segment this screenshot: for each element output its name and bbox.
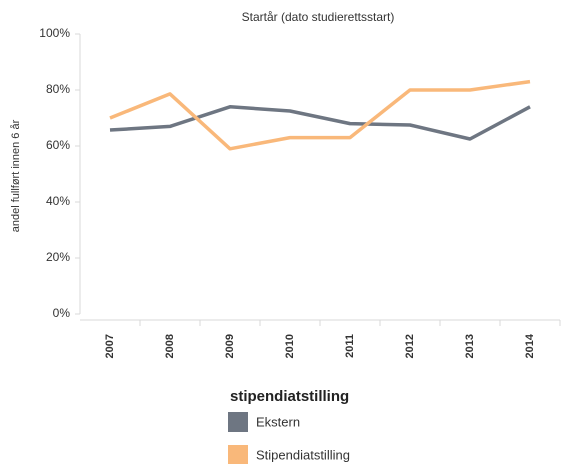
x-axis-title: Startår (dato studierettsstart) — [242, 10, 395, 24]
x-tick-label: 2011 — [344, 334, 356, 358]
legend-label: Stipendiatstilling — [256, 447, 350, 462]
legend-label: Ekstern — [256, 414, 300, 429]
x-tick-label: 2009 — [224, 334, 236, 358]
series-line — [109, 105, 531, 141]
x-tick-label: 2013 — [464, 334, 476, 358]
x-tick-label: 2012 — [404, 334, 416, 358]
y-tick-label: 40% — [46, 194, 70, 208]
y-tick-label: 100% — [39, 26, 70, 40]
y-tick-label: 0% — [53, 306, 71, 320]
legend-swatch — [228, 412, 248, 432]
legend-swatch — [228, 445, 248, 464]
x-tick-label: 2008 — [164, 334, 176, 358]
y-axis-title: andel fullført innen 6 år — [10, 119, 22, 232]
x-tick-label: 2014 — [524, 333, 536, 358]
series-line — [109, 79, 531, 151]
x-tick-label: 2010 — [284, 334, 296, 358]
y-tick-label: 80% — [46, 82, 70, 96]
y-tick-label: 60% — [46, 138, 70, 152]
x-tick-label: 2007 — [104, 334, 116, 358]
y-tick-label: 20% — [46, 250, 70, 264]
legend-title: stipendiatstilling — [230, 388, 349, 405]
